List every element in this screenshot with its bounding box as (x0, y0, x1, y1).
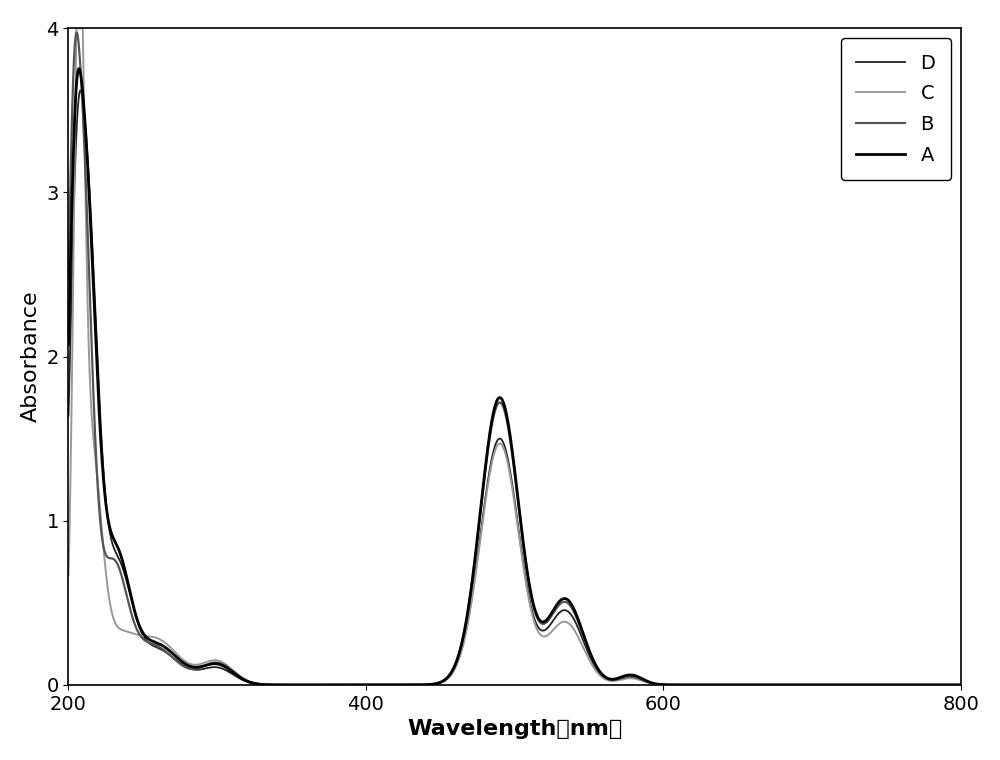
C (948, 680, 960, 689)
Line: A: A (68, 68, 961, 685)
D (75, 86, 87, 95)
B (279, 680, 291, 689)
Legend: D, C, B, A: D, C, B, A (841, 38, 951, 180)
C (275, 680, 287, 689)
B (275, 680, 287, 689)
D (62, 411, 74, 420)
C (270, 680, 282, 689)
X-axis label: Wavelength（nm）: Wavelength（nm） (407, 719, 622, 739)
Line: B: B (68, 33, 961, 685)
A (955, 680, 967, 689)
Line: C: C (68, 28, 961, 685)
C (279, 680, 291, 689)
D (275, 680, 287, 689)
Y-axis label: Absorbance: Absorbance (21, 291, 41, 423)
B (462, 604, 474, 613)
A (948, 680, 960, 689)
A (399, 680, 411, 689)
A (62, 340, 74, 349)
B (948, 680, 960, 689)
D (399, 680, 411, 689)
C (62, 571, 74, 580)
B (62, 274, 74, 283)
C (955, 680, 967, 689)
A (275, 680, 287, 689)
C (71, 24, 83, 33)
Line: D: D (68, 90, 961, 685)
D (948, 680, 960, 689)
D (279, 680, 291, 689)
D (270, 680, 282, 689)
D (955, 680, 967, 689)
D (462, 614, 474, 623)
A (462, 603, 474, 612)
A (279, 680, 291, 689)
A (270, 680, 282, 689)
A (73, 64, 85, 73)
C (399, 680, 411, 689)
C (462, 616, 474, 625)
B (270, 680, 282, 689)
B (955, 680, 967, 689)
B (399, 680, 411, 689)
B (71, 28, 83, 37)
